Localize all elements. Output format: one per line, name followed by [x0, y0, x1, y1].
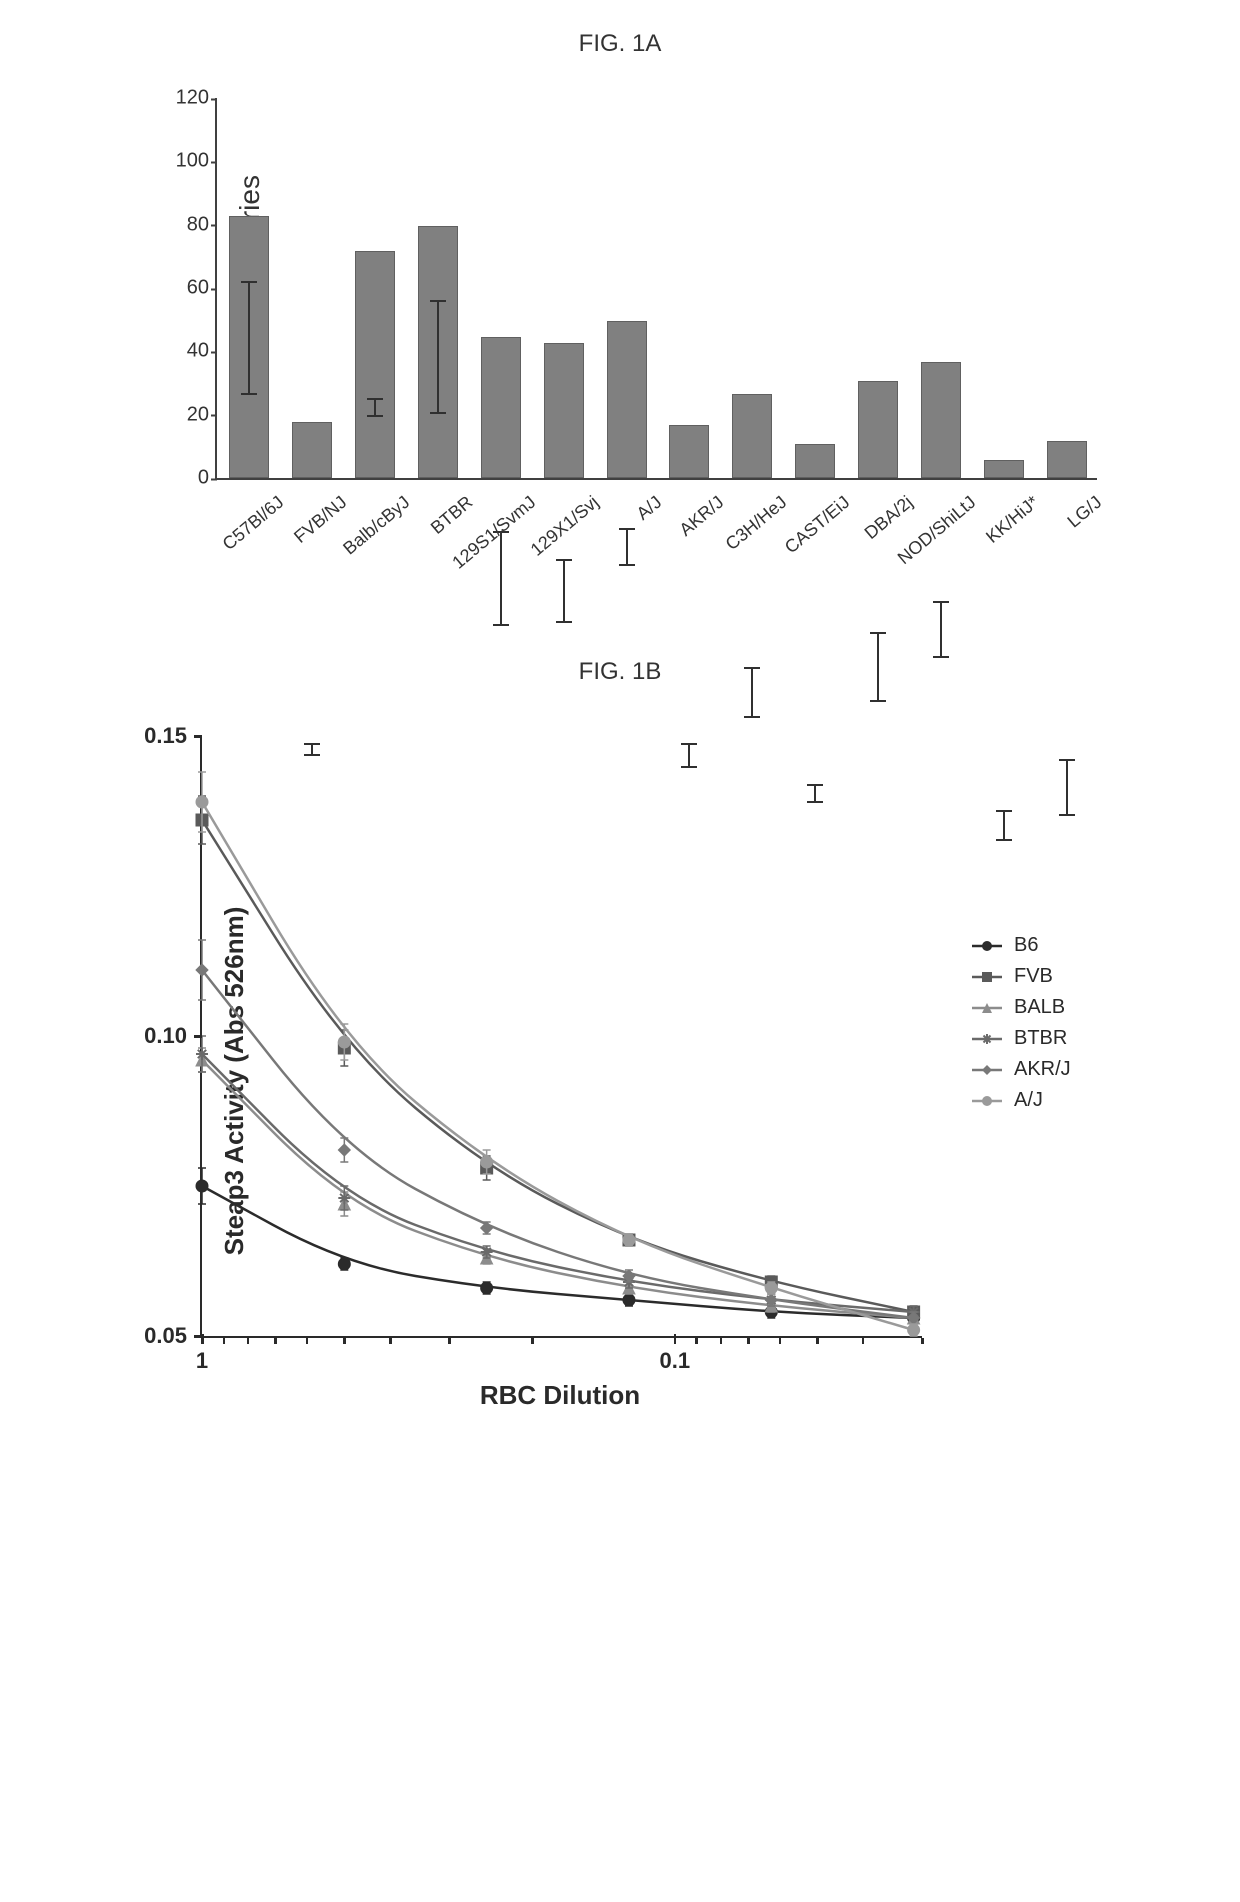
legend-swatch	[970, 1061, 1004, 1079]
fig-b-plot-area: 0.050.100.1510.1	[200, 736, 922, 1338]
fig-a-xlabel: Balb/cByJ	[389, 478, 414, 508]
fig-b-xtick-label: 0.1	[659, 1348, 690, 1374]
fig-b-xtick-minor	[921, 1338, 924, 1344]
fig-a-xlabel: CAST/EiJ	[829, 478, 854, 508]
fig-b-xtick-minor	[306, 1338, 309, 1344]
fig-a-bar	[669, 425, 709, 478]
fig-a-bar	[984, 460, 1024, 478]
legend-item: A/J	[970, 1089, 1071, 1112]
legend-swatch	[970, 999, 1004, 1017]
fig-b-xtick-minor	[695, 1338, 698, 1344]
fig-b-ytick	[194, 1035, 202, 1038]
legend-item: FVB	[970, 965, 1071, 988]
fig-b-xtick-minor	[274, 1338, 277, 1344]
fig-b-chart: Steap3 Activity (Abs 526nm) 0.050.100.15…	[70, 706, 1170, 1456]
fig-a-errorbar	[374, 398, 376, 417]
fig-b-xtick-minor	[862, 1338, 865, 1344]
fig-b-title: FIG. 1B	[20, 658, 1220, 686]
legend-item: BTBR	[970, 1027, 1071, 1050]
fig-b-ytick-label: 0.05	[122, 1323, 187, 1349]
fig-a-bar	[607, 321, 647, 478]
fig-b-xtick-minor	[779, 1338, 782, 1344]
legend-label: FVB	[1014, 965, 1053, 988]
fig-b-xtick-label: 1	[196, 1348, 208, 1374]
fig-a-xlabel: C57Bl/6J	[263, 478, 288, 508]
fig-b-xtick	[674, 1334, 677, 1344]
fig-b-xtick	[201, 1334, 204, 1344]
fig-a-ytick: 40	[167, 340, 209, 363]
fig-b-xtick-minor	[247, 1338, 250, 1344]
fig-a-xlabel: BTBR	[452, 478, 477, 508]
fig-a-plot-area: 020406080100120C57Bl/6JFVB/NJBalb/cByJBT…	[215, 98, 1097, 480]
fig-b-ytick	[194, 735, 202, 738]
legend-label: A/J	[1014, 1089, 1043, 1112]
fig-a-xlabel: FVB/NJ	[326, 478, 351, 508]
fig-b-xtick-minor	[223, 1338, 226, 1344]
fig-a-ytick: 0	[167, 467, 209, 490]
fig-a-bar	[229, 216, 269, 478]
legend-swatch	[970, 968, 1004, 986]
legend-label: AKR/J	[1014, 1058, 1071, 1081]
fig-a-xlabel: 129S1/SvmJ	[515, 478, 540, 508]
fig-a-ytick: 20	[167, 403, 209, 426]
fig-b-xtick-minor	[448, 1338, 451, 1344]
fig-b-xtick-minor	[389, 1338, 392, 1344]
fig-a-chart: 24-hour RBC recoveries 020406080100120C5…	[95, 78, 1145, 598]
legend-item: AKR/J	[970, 1058, 1071, 1081]
fig-a-xlabel: 129X1/Svj	[578, 478, 603, 508]
fig-a-bar	[1047, 441, 1087, 478]
legend-swatch	[970, 1030, 1004, 1048]
fig-b-xtick-minor	[747, 1338, 750, 1344]
fig-a-bar	[292, 422, 332, 478]
fig-a-bar	[481, 337, 521, 478]
legend-item: B6	[970, 934, 1071, 957]
fig-a-xlabel: AKR/J	[703, 478, 728, 508]
fig-a-bar	[858, 381, 898, 478]
fig-a-bar	[921, 362, 961, 478]
fig-a-errorbar	[248, 281, 250, 395]
fig-a-bar	[544, 343, 584, 478]
fig-b-svg	[202, 736, 922, 1336]
legend-label: B6	[1014, 934, 1038, 957]
fig-b-xtick-minor	[720, 1338, 723, 1344]
fig-a-xlabel: LG/J	[1081, 478, 1106, 508]
legend-swatch	[970, 1092, 1004, 1110]
legend-label: BALB	[1014, 996, 1065, 1019]
fig-a-xlabel: DBA/2j	[892, 478, 917, 508]
fig-b-ytick-label: 0.15	[122, 723, 187, 749]
fig-a-bar	[795, 444, 835, 478]
fig-b-legend: B6 FVB BALB BTBR AKR/J A/J	[970, 926, 1071, 1120]
fig-a-errorbar	[437, 300, 439, 414]
fig-b-xtick-minor	[343, 1338, 346, 1344]
fig-a-errorbar	[877, 632, 879, 702]
fig-a-xlabel: NOD/ShiLtJ	[955, 478, 980, 508]
legend-item: BALB	[970, 996, 1071, 1019]
fig-a-ytick: 80	[167, 213, 209, 236]
fig-a-title: FIG. 1A	[20, 30, 1220, 58]
fig-b-xlabel: RBC Dilution	[200, 1380, 920, 1411]
fig-a-bar	[355, 251, 395, 478]
fig-a-errorbar	[563, 559, 565, 622]
fig-a-errorbar	[500, 531, 502, 626]
fig-a-bar	[732, 394, 772, 478]
fig-a-xlabel: C3H/HeJ	[766, 478, 791, 508]
fig-b-xtick-minor	[531, 1338, 534, 1344]
fig-a-xlabel: KK/HiJ*	[1018, 478, 1043, 508]
legend-label: BTBR	[1014, 1027, 1067, 1050]
legend-swatch	[970, 937, 1004, 955]
fig-a-ytick: 60	[167, 277, 209, 300]
fig-a-errorbar	[940, 601, 942, 658]
fig-b-xtick-minor	[816, 1338, 819, 1344]
fig-a-xlabel: A/J	[641, 478, 666, 508]
fig-b-ytick-label: 0.10	[122, 1023, 187, 1049]
fig-a-bar	[418, 226, 458, 478]
fig-a-ytick: 120	[167, 87, 209, 110]
fig-a-errorbar	[626, 528, 628, 566]
fig-a-ytick: 100	[167, 150, 209, 173]
